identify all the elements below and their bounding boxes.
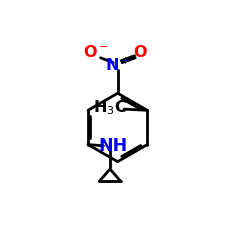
Text: N$^+$: N$^+$ <box>105 56 130 74</box>
Text: H$_3$C: H$_3$C <box>92 98 126 117</box>
Text: O$^-$: O$^-$ <box>83 44 109 60</box>
Text: NH: NH <box>98 137 128 155</box>
Text: O: O <box>133 45 146 60</box>
